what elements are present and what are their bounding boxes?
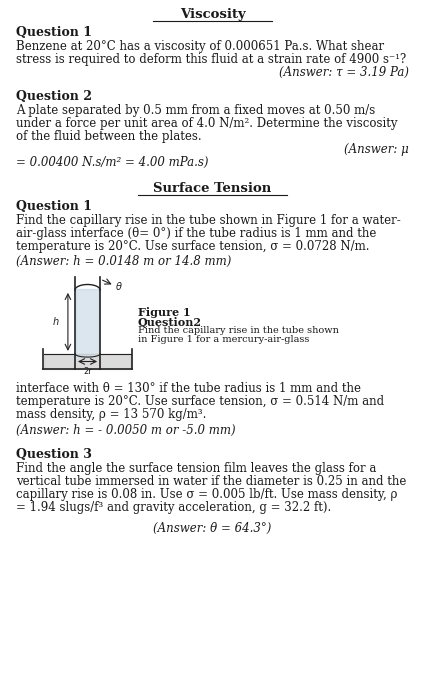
Text: stress is required to deform this fluid at a strain rate of 4900 s⁻¹?: stress is required to deform this fluid … — [16, 53, 406, 66]
Text: Question 2: Question 2 — [16, 90, 92, 103]
Text: Benzene at 20°C has a viscosity of 0.000651 Pa.s. What shear: Benzene at 20°C has a viscosity of 0.000… — [16, 40, 384, 53]
Text: in Figure 1 for a mercury-air-glass: in Figure 1 for a mercury-air-glass — [138, 335, 309, 344]
Text: = 1.94 slugs/f³ and gravity acceleration, g = 32.2 ft).: = 1.94 slugs/f³ and gravity acceleration… — [16, 501, 332, 514]
Text: A plate separated by 0.5 mm from a fixed moves at 0.50 m/s: A plate separated by 0.5 mm from a fixed… — [16, 104, 375, 117]
Text: mass density, ρ = 13 570 kg/m³.: mass density, ρ = 13 570 kg/m³. — [16, 408, 207, 421]
Text: Question 1: Question 1 — [16, 200, 92, 213]
Text: capillary rise is 0.08 in. Use σ = 0.005 lb/ft. Use mass density, ρ: capillary rise is 0.08 in. Use σ = 0.005… — [16, 488, 398, 501]
Text: = 0.00400 N.s/m² = 4.00 mPa.s): = 0.00400 N.s/m² = 4.00 mPa.s) — [16, 156, 209, 169]
Text: Find the capillary rise in the tube shown: Find the capillary rise in the tube show… — [138, 326, 338, 335]
Text: Viscosity: Viscosity — [180, 8, 245, 21]
Text: Find the capillary rise in the tube shown in Figure 1 for a water-: Find the capillary rise in the tube show… — [16, 214, 401, 227]
Text: Question 1: Question 1 — [16, 26, 92, 39]
Text: Question2: Question2 — [138, 316, 201, 328]
Text: Figure 1: Figure 1 — [138, 307, 190, 318]
Text: (Answer: μ: (Answer: μ — [344, 143, 409, 156]
Text: vertical tube immersed in water if the diameter is 0.25 in and the: vertical tube immersed in water if the d… — [16, 475, 407, 488]
Text: interface with θ = 130° if the tube radius is 1 mm and the: interface with θ = 130° if the tube radi… — [16, 382, 361, 395]
Text: 2r: 2r — [83, 367, 92, 376]
Text: under a force per unit area of 4.0 N/m². Determine the viscosity: under a force per unit area of 4.0 N/m².… — [16, 117, 398, 130]
Text: (Answer: h = 0.0148 m or 14.8 mm): (Answer: h = 0.0148 m or 14.8 mm) — [16, 255, 232, 268]
Text: of the fluid between the plates.: of the fluid between the plates. — [16, 130, 202, 143]
Text: Find the angle the surface tension film leaves the glass for a: Find the angle the surface tension film … — [16, 462, 377, 475]
Text: Surface Tension: Surface Tension — [153, 182, 272, 195]
Text: air-glass interface (θ= 0°) if the tube radius is 1 mm and the: air-glass interface (θ= 0°) if the tube … — [16, 227, 377, 240]
Text: θ: θ — [116, 282, 122, 293]
Text: temperature is 20°C. Use surface tension, σ = 0.0728 N/m.: temperature is 20°C. Use surface tension… — [16, 240, 370, 253]
Text: (Answer: θ = 64.3°): (Answer: θ = 64.3°) — [153, 522, 272, 535]
Text: h: h — [53, 317, 59, 327]
Text: (Answer: h = - 0.0050 m or -5.0 mm): (Answer: h = - 0.0050 m or -5.0 mm) — [16, 424, 236, 437]
Text: temperature is 20°C. Use surface tension, σ = 0.514 N/m and: temperature is 20°C. Use surface tension… — [16, 395, 384, 408]
Text: Question 3: Question 3 — [16, 448, 92, 461]
Text: (Answer: τ = 3.19 Pa): (Answer: τ = 3.19 Pa) — [279, 66, 409, 79]
